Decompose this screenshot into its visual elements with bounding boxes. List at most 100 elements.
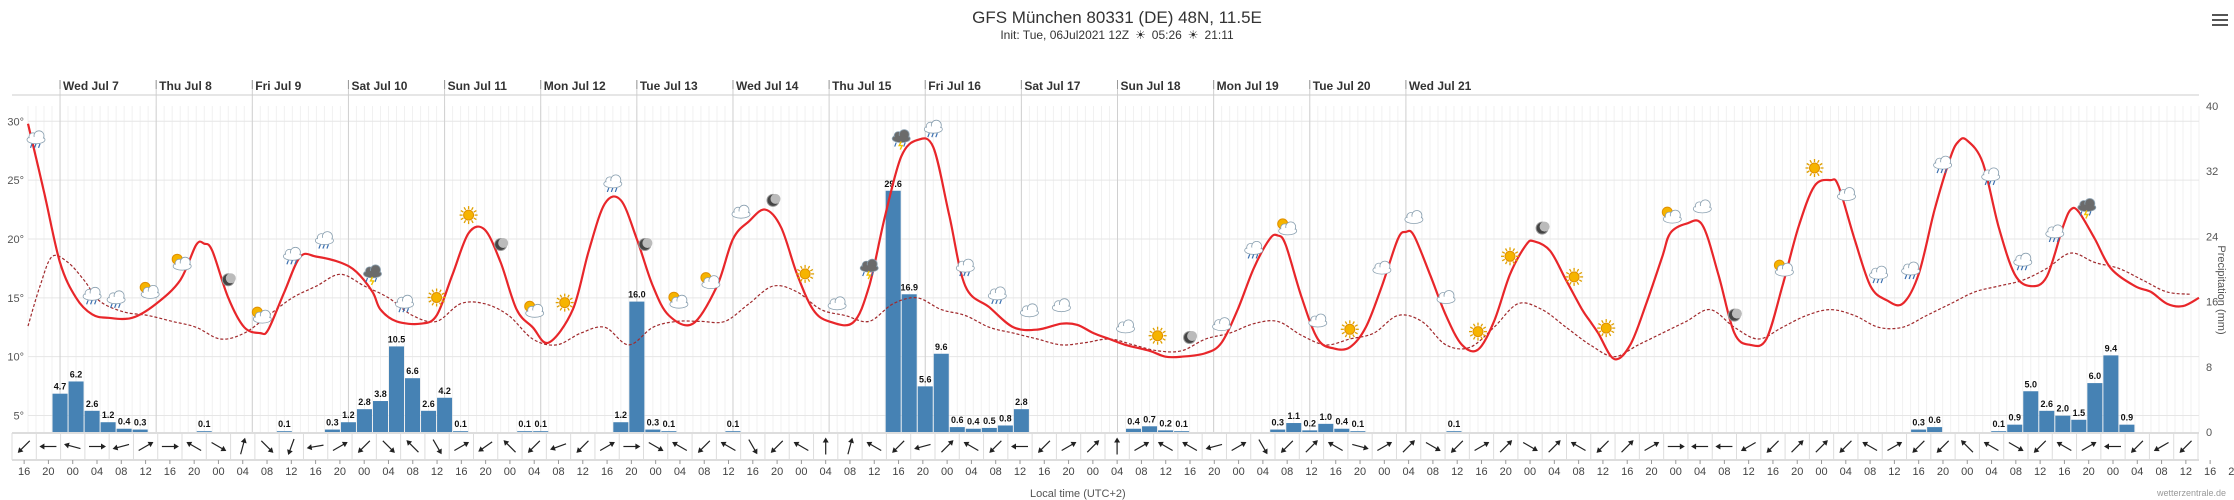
wind-arrow-icon xyxy=(847,437,854,455)
rain-icon xyxy=(2045,224,2065,243)
precip-label: 16.0 xyxy=(628,290,646,300)
precip-bar xyxy=(1158,430,1174,432)
hour-label: 12 xyxy=(2034,466,2046,478)
partly-sunny-icon xyxy=(524,300,545,318)
wind-arrow-icon xyxy=(1960,440,1974,453)
hour-label: 12 xyxy=(577,466,589,478)
hour-label: 00 xyxy=(1670,466,1682,478)
precip-label: 0.1 xyxy=(663,419,676,429)
hour-label: 00 xyxy=(1815,466,1827,478)
sunny-icon xyxy=(427,288,446,307)
wind-arrow-icon xyxy=(748,439,758,455)
hour-label: 20 xyxy=(2228,466,2234,478)
hour-label: 08 xyxy=(261,466,273,478)
wind-arrow-icon xyxy=(892,440,905,453)
weather-icons xyxy=(26,119,2097,345)
night-icon xyxy=(766,193,781,207)
hour-label: 16 xyxy=(747,466,759,478)
hour-label: 00 xyxy=(67,466,79,478)
precip-label: 10.5 xyxy=(388,334,406,344)
wind-arrow-icon xyxy=(1499,440,1513,453)
precip-label: 0.4 xyxy=(967,417,980,427)
precip-bar xyxy=(388,346,405,432)
thunderstorm-icon xyxy=(891,129,911,150)
day-label: Tue Jul 20 xyxy=(1313,79,1371,93)
precip-bar xyxy=(1270,429,1286,432)
precip-label: 2.6 xyxy=(86,399,99,409)
hour-label: 08 xyxy=(698,466,710,478)
hour-label: 08 xyxy=(2155,466,2167,478)
wind-arrow-icon xyxy=(89,443,106,450)
left-tick-label: 20° xyxy=(7,234,24,246)
precip-bar xyxy=(965,428,981,432)
right-tick-label: 32 xyxy=(2206,166,2218,178)
cloudy-icon xyxy=(1404,210,1424,224)
hour-label: 00 xyxy=(2107,466,2119,478)
precip-bar xyxy=(949,427,965,432)
hour-label: 04 xyxy=(1548,466,1560,478)
wind-arrow-icon xyxy=(1815,440,1828,453)
wind-arrow-icon xyxy=(1667,443,1685,450)
sunset-icon: ☀ xyxy=(1187,28,1199,42)
precip-label: 0.2 xyxy=(1159,418,1172,428)
wind-arrow-icon xyxy=(112,443,130,451)
wind-arrow-icon xyxy=(822,437,829,455)
hour-label: 04 xyxy=(965,466,977,478)
wind-arrow-icon xyxy=(454,441,470,452)
day-label: Tue Jul 13 xyxy=(640,79,698,93)
wind-arrow-icon xyxy=(1086,440,1100,453)
precip-bar xyxy=(933,353,949,432)
wind-arrow-icon xyxy=(382,440,395,453)
precip-label: 0.1 xyxy=(278,419,291,429)
wind-arrow-icon xyxy=(941,440,954,453)
cloudy-icon xyxy=(1308,313,1328,328)
precip-bar xyxy=(917,386,933,432)
hour-label: 16 xyxy=(1475,466,1487,478)
hour-label: 16 xyxy=(2204,466,2216,478)
wind-arrow-icon xyxy=(64,442,81,450)
wind-arrow-icon xyxy=(527,440,541,453)
hour-label: 12 xyxy=(722,466,734,478)
menu-button[interactable] xyxy=(2212,14,2228,28)
rain-icon xyxy=(1901,261,1920,280)
hour-label: 08 xyxy=(1864,466,1876,478)
precip-bar xyxy=(1286,423,1302,432)
precip-bar xyxy=(1013,409,1029,432)
sunny-icon xyxy=(1469,322,1487,341)
hour-label: 16 xyxy=(455,466,467,478)
precip-label: 2.6 xyxy=(2041,399,2054,409)
wind-arrow-icon xyxy=(770,440,784,453)
precip-label: 6.0 xyxy=(2089,371,2102,381)
right-axis-title: Precipitation (mm) xyxy=(2215,245,2227,334)
precip-bar xyxy=(2055,415,2071,432)
wind-arrow-icon xyxy=(39,443,57,450)
cloudy-icon xyxy=(1116,319,1135,334)
wind-arrow-icon xyxy=(866,441,882,452)
wind-arrow-icon xyxy=(1305,440,1318,453)
hour-label: 12 xyxy=(1160,466,1172,478)
hour-label: 16 xyxy=(1621,466,1633,478)
rain-icon xyxy=(955,258,975,277)
wind-row xyxy=(17,437,2192,455)
precip-bar xyxy=(100,422,116,432)
hour-label: 04 xyxy=(1694,466,1706,478)
precip-label: 1.2 xyxy=(342,410,355,420)
wind-arrow-icon xyxy=(1983,441,1999,452)
wind-arrow-icon xyxy=(406,440,419,453)
hour-label: 00 xyxy=(1961,466,1973,478)
precip-bar xyxy=(1302,430,1318,432)
grid xyxy=(11,80,2200,461)
precip-label: 5.6 xyxy=(919,374,932,384)
precip-bar xyxy=(1446,431,1462,432)
hour-label: 20 xyxy=(1354,466,1366,478)
x-axis-title: Local time (UTC+2) xyxy=(1030,488,1126,500)
hour-label: 04 xyxy=(2131,466,2143,478)
sunny-icon xyxy=(1565,267,1584,286)
precip-label: 0.3 xyxy=(1271,418,1284,428)
hour-label: 16 xyxy=(2058,466,2070,478)
hour-label: 04 xyxy=(528,466,540,478)
menu-icon xyxy=(2212,14,2228,16)
hour-label: 04 xyxy=(91,466,103,478)
hour-label: 20 xyxy=(2083,466,2095,478)
